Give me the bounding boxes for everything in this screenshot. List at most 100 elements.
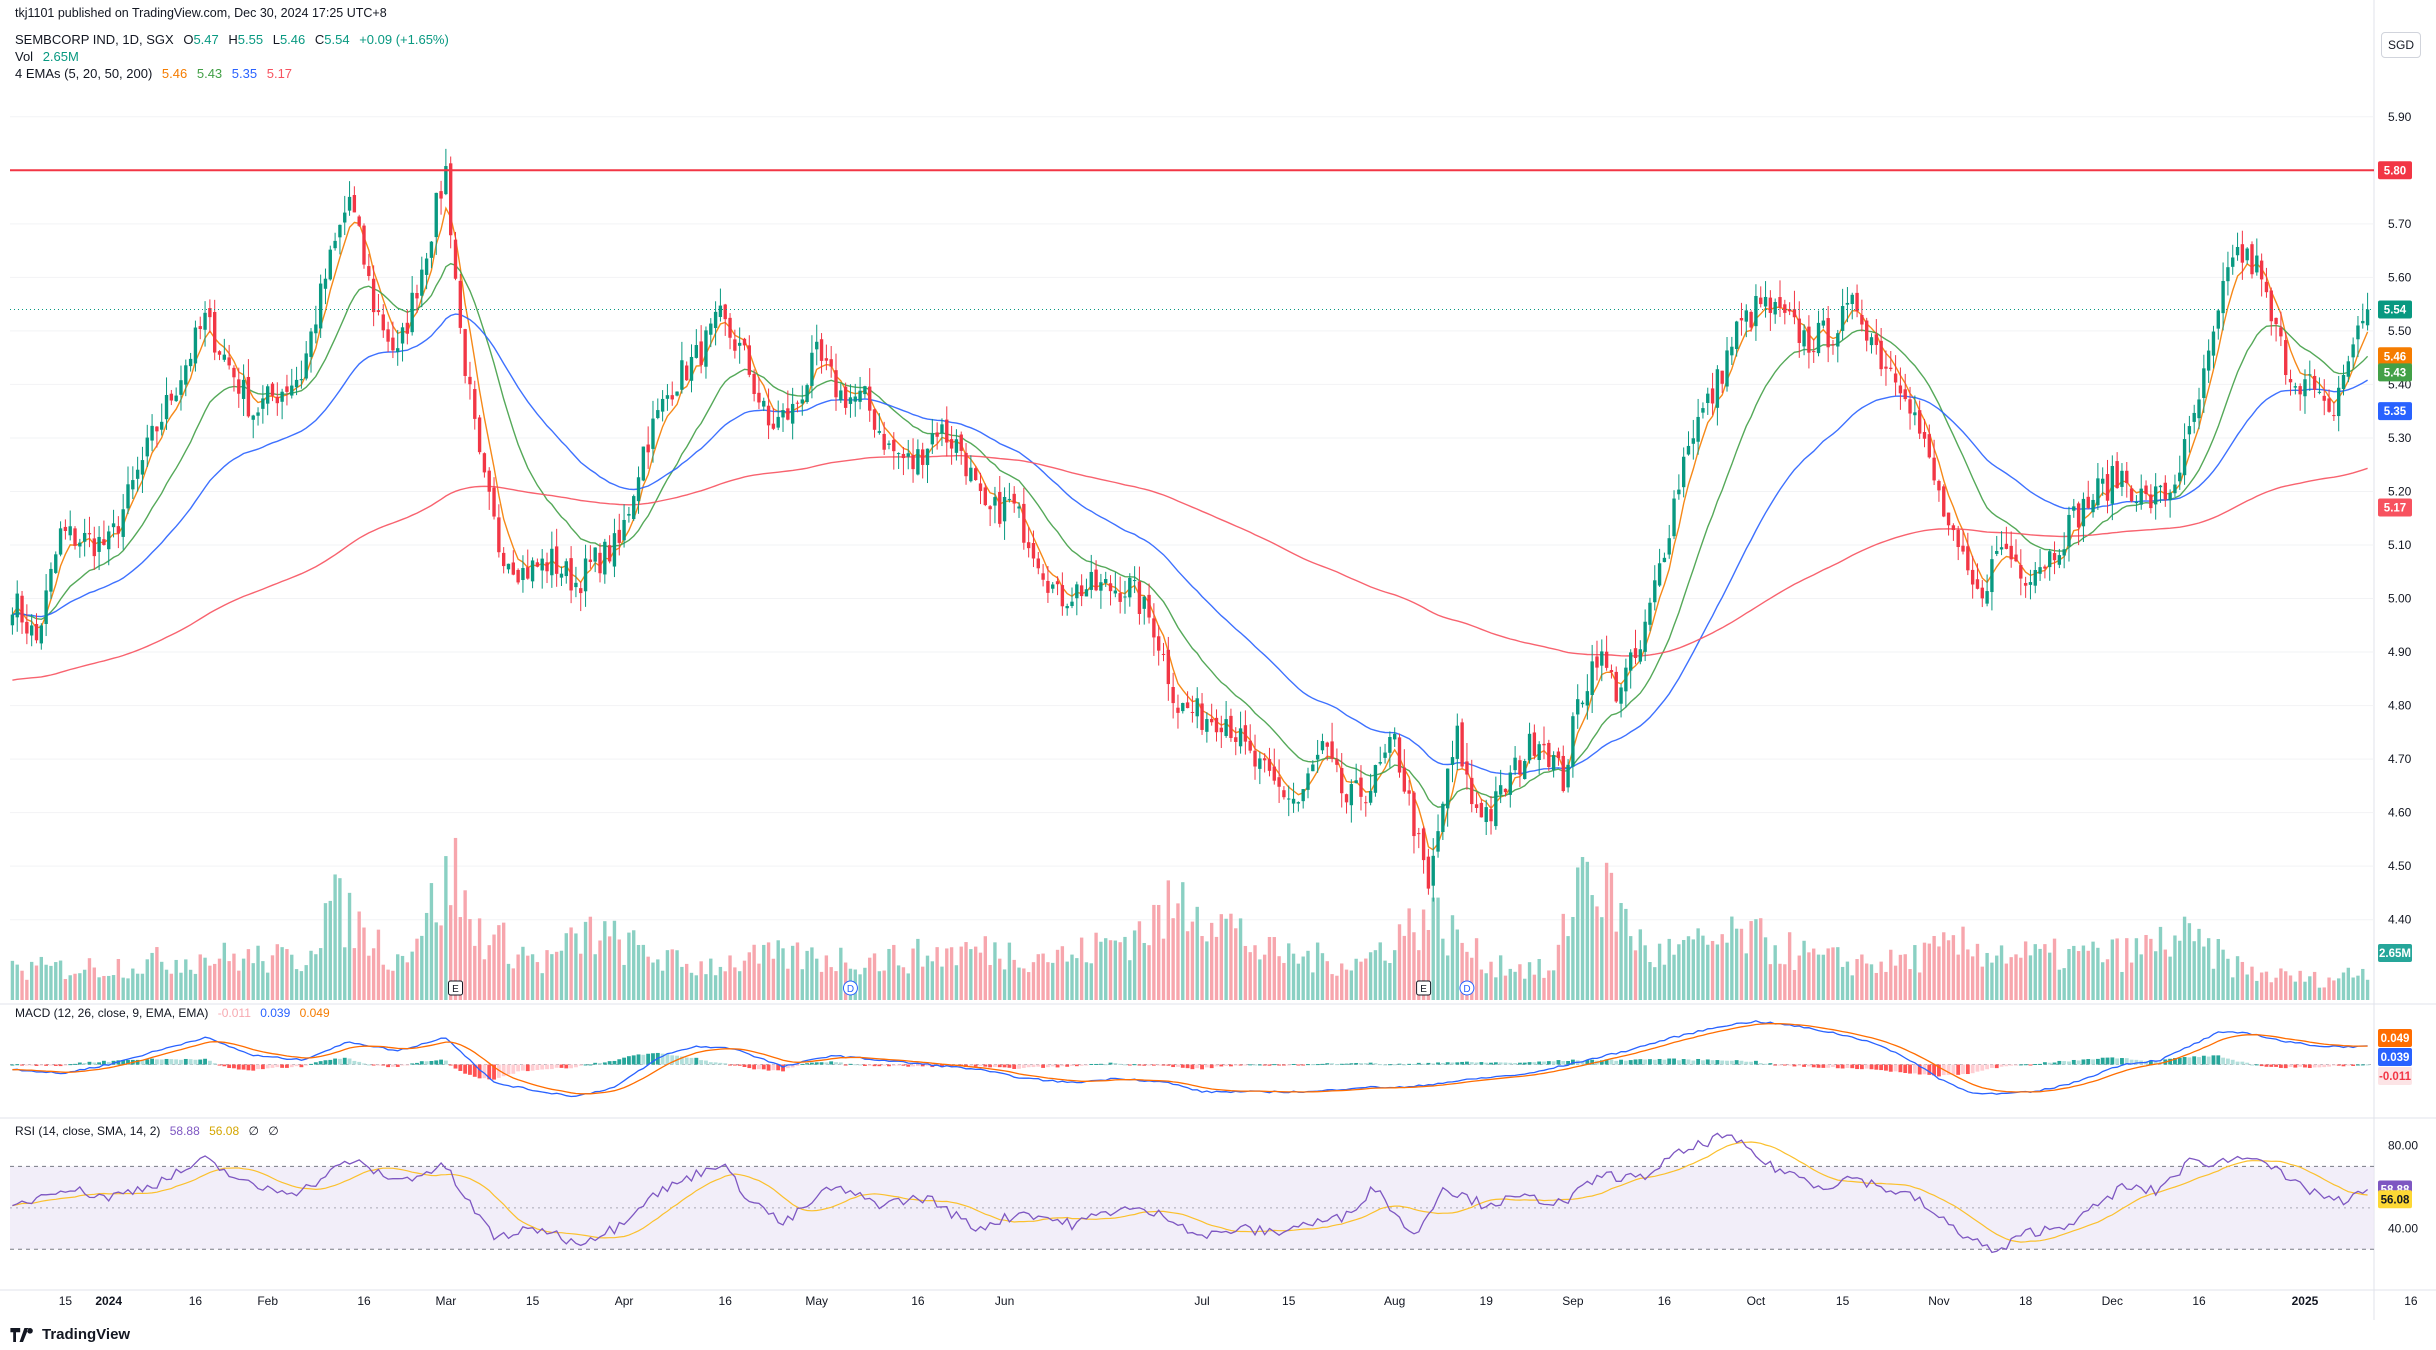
macd-signal-value: 0.049 bbox=[299, 1006, 330, 1020]
rsi-extra1: ∅ bbox=[248, 1124, 259, 1138]
candle-body bbox=[188, 358, 193, 367]
macd-histogram-bar bbox=[1720, 1060, 1725, 1065]
volume-bar bbox=[1185, 931, 1190, 1000]
symbol-label[interactable]: SEMBCORP IND, 1D, SGX bbox=[15, 32, 174, 47]
macd-histogram-bar bbox=[1412, 1063, 1416, 1065]
volume-bar bbox=[1850, 975, 1854, 1000]
candle-body bbox=[583, 558, 588, 592]
macd-histogram-bar bbox=[2004, 1064, 2009, 1067]
volume-bar bbox=[911, 948, 915, 1000]
volume-bar bbox=[1855, 959, 1859, 1000]
volume-bar bbox=[184, 959, 188, 1000]
low-label: L bbox=[272, 32, 280, 47]
candle-body bbox=[1503, 788, 1508, 793]
candle-body bbox=[58, 528, 63, 555]
candle-body bbox=[1248, 740, 1252, 751]
volume-bar bbox=[1397, 924, 1402, 1000]
candle-body bbox=[2322, 395, 2326, 401]
candle-body bbox=[1320, 741, 1325, 751]
candle-body bbox=[1889, 367, 1893, 369]
macd-histogram-bar bbox=[1339, 1063, 1344, 1065]
macd-histogram-bar bbox=[1951, 1064, 1956, 1075]
macd-histogram-bar bbox=[915, 1064, 920, 1067]
volume-bar bbox=[1571, 916, 1575, 1000]
candle-body bbox=[357, 216, 361, 226]
candle-body bbox=[1908, 399, 1912, 414]
candle-body bbox=[1807, 326, 1811, 353]
volume-bar bbox=[415, 938, 419, 1000]
volume-bar bbox=[1917, 972, 1922, 1000]
ema-label[interactable]: 4 EMAs (5, 20, 50, 200) bbox=[15, 66, 153, 81]
macd-histogram-bar bbox=[1070, 1064, 1074, 1066]
volume-bar bbox=[598, 940, 602, 1000]
volume-bar bbox=[1460, 942, 1464, 1000]
candle-body bbox=[102, 539, 106, 545]
volume-bar bbox=[49, 965, 53, 1000]
volume-bar bbox=[1311, 972, 1315, 1000]
macd-histogram-bar bbox=[530, 1064, 535, 1071]
macd-histogram-bar bbox=[1816, 1064, 1821, 1068]
candle-body bbox=[449, 163, 453, 236]
volume-bar bbox=[530, 954, 535, 1000]
candle-body bbox=[569, 558, 573, 591]
macd-histogram-bar bbox=[328, 1059, 333, 1065]
volume-bar bbox=[506, 963, 511, 1000]
macd-histogram-bar bbox=[1002, 1064, 1007, 1068]
macd-histogram-bar bbox=[1667, 1058, 1672, 1065]
candle-body bbox=[1012, 493, 1016, 504]
macd-value: 0.039 bbox=[260, 1006, 291, 1020]
macd-histogram-bar bbox=[29, 1064, 34, 1066]
volume-label[interactable]: Vol bbox=[15, 49, 34, 64]
volume-bar bbox=[1527, 962, 1532, 1000]
macd-histogram-bar bbox=[795, 1064, 800, 1066]
volume-bar bbox=[1340, 963, 1344, 1000]
tradingview-logo[interactable]: TradingView bbox=[10, 1326, 130, 1343]
macd-signal-badge-bg bbox=[2378, 1029, 2412, 1047]
candle-body bbox=[530, 560, 535, 582]
candle-body bbox=[15, 593, 19, 618]
candle-body bbox=[1913, 412, 1917, 416]
volume-bar bbox=[632, 930, 636, 1000]
candle-body bbox=[1306, 773, 1310, 790]
volume-bar bbox=[713, 975, 718, 1000]
macd-histogram-bar bbox=[1325, 1063, 1330, 1065]
candle-body bbox=[1638, 649, 1643, 662]
candle-body bbox=[2125, 470, 2129, 484]
rsi-label[interactable]: RSI (14, close, SMA, 14, 2) bbox=[15, 1124, 161, 1138]
candle-body bbox=[2134, 501, 2139, 504]
candle-body bbox=[2284, 340, 2288, 376]
macd-label[interactable]: MACD (12, 26, close, 9, EMA, EMA) bbox=[15, 1006, 209, 1020]
currency-button[interactable]: SGD bbox=[2381, 32, 2421, 58]
volume-bar bbox=[2120, 971, 2124, 1000]
macd-histogram-bar bbox=[439, 1059, 443, 1065]
volume-bar bbox=[954, 965, 959, 1000]
candle-body bbox=[2288, 378, 2293, 383]
volume-bar bbox=[646, 956, 650, 1000]
macd-histogram-bar bbox=[814, 1062, 819, 1065]
macd-histogram-bar bbox=[737, 1064, 742, 1066]
macd-histogram-bar bbox=[1127, 1064, 1132, 1066]
candle-body bbox=[1604, 651, 1609, 668]
volume-bar bbox=[689, 972, 694, 1000]
volume-bar bbox=[1407, 908, 1411, 1000]
candle-body bbox=[911, 454, 915, 470]
macd-histogram-bar bbox=[87, 1061, 92, 1065]
time-tick-label: Nov bbox=[1928, 1294, 1949, 1308]
volume-bar bbox=[1364, 958, 1368, 1000]
candle-body bbox=[1956, 529, 1960, 548]
macd-histogram-bar bbox=[400, 1064, 405, 1066]
macd-histogram-bar bbox=[684, 1057, 689, 1065]
macd-histogram-bar bbox=[1108, 1062, 1113, 1065]
macd-histogram-bar bbox=[2057, 1060, 2062, 1065]
candle-body bbox=[1816, 322, 1821, 354]
macd-histogram-bar bbox=[853, 1064, 858, 1066]
macd-histogram-bar bbox=[1118, 1063, 1123, 1065]
candle-body bbox=[1826, 318, 1830, 348]
macd-histogram-bar bbox=[1517, 1062, 1522, 1065]
macd-histogram-bar bbox=[73, 1063, 77, 1065]
candle-body bbox=[1985, 591, 1989, 604]
candle-body bbox=[1739, 317, 1744, 321]
candle-body bbox=[2293, 386, 2298, 388]
macd-histogram-bar bbox=[2168, 1058, 2173, 1065]
ema50-badge: 5.35 bbox=[2384, 406, 2407, 418]
